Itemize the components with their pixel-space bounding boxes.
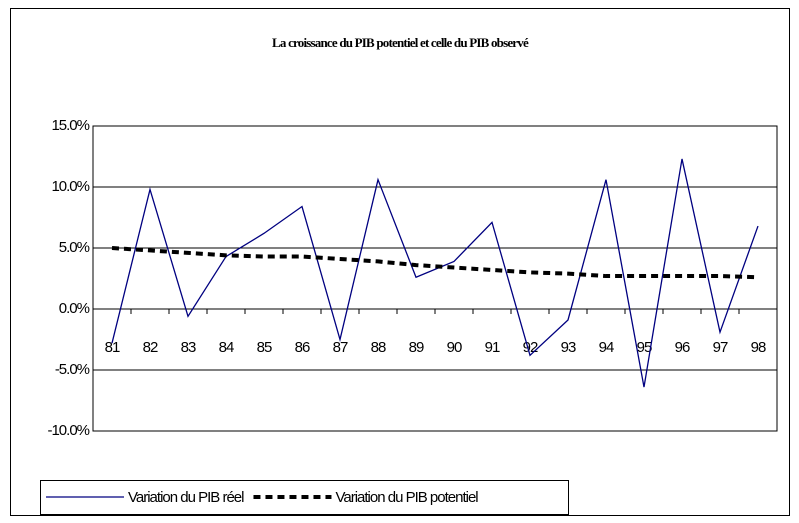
x-tick-label: 91 [485, 339, 500, 356]
x-tick-label: 81 [105, 339, 120, 356]
x-tick-label: 84 [219, 339, 234, 356]
x-tick-label: 87 [333, 339, 348, 356]
x-tick-label: 82 [143, 339, 158, 356]
legend-label: Variation du PIB réel [128, 489, 244, 506]
x-tick-label: 93 [561, 339, 576, 356]
y-tick-label: 0.0% [59, 300, 90, 317]
x-tick-label: 95 [637, 339, 652, 356]
x-tick-label: 96 [675, 339, 690, 356]
x-tick-label: 98 [751, 339, 766, 356]
y-tick-label: -5.0% [55, 361, 90, 378]
y-tick-label: 5.0% [59, 239, 90, 256]
x-tick-label: 94 [599, 339, 614, 356]
x-tick-label: 89 [409, 339, 424, 356]
y-tick-label: 15.0% [51, 117, 89, 134]
series-line [111, 158, 759, 388]
x-tick-label: 88 [371, 339, 386, 356]
chart-title: La croissance du PIB potentiel et celle … [272, 35, 529, 50]
x-tick-label: 90 [447, 339, 462, 356]
x-tick-label: 92 [523, 339, 538, 356]
x-tick-label: 86 [295, 339, 310, 356]
legend-label: Variation du PIB potentiel [335, 489, 478, 506]
y-tick-label: 10.0% [51, 178, 89, 195]
x-tick-label: 85 [257, 339, 272, 356]
x-tick-label: 83 [181, 339, 196, 356]
y-tick-label: -10.0% [47, 422, 89, 439]
x-tick-label: 97 [713, 339, 728, 356]
